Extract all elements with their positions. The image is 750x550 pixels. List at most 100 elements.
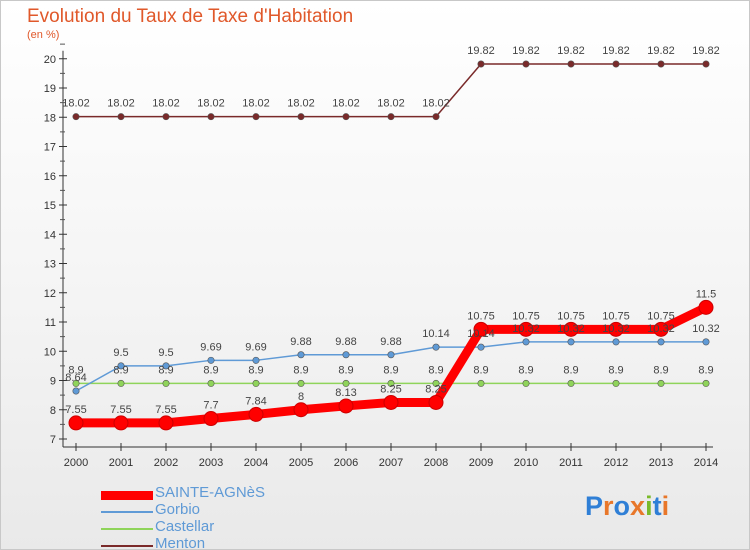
y-tick-label: 10 (44, 346, 56, 358)
data-point (248, 406, 264, 422)
data-point (567, 60, 575, 68)
data-point (113, 415, 129, 431)
data-point (162, 113, 170, 121)
x-tick-label: 2003 (199, 457, 223, 469)
data-label: 7.55 (110, 404, 131, 416)
data-label: 7.55 (155, 404, 176, 416)
data-label: 10.32 (692, 323, 720, 335)
data-point (383, 394, 399, 410)
data-label: 8.9 (428, 364, 443, 376)
data-label: 10.32 (557, 323, 585, 335)
data-point (567, 338, 575, 346)
data-point (252, 379, 260, 387)
x-tick-label: 2007 (379, 457, 403, 469)
data-label: 19.82 (467, 45, 495, 57)
data-label: 9.88 (380, 336, 401, 348)
data-label: 18.02 (62, 98, 90, 110)
legend-label: Gorbio (155, 501, 201, 518)
data-point (72, 387, 80, 395)
data-point (158, 415, 174, 431)
data-label: 8.9 (248, 364, 263, 376)
data-point (432, 113, 440, 121)
data-label: 18.02 (377, 98, 405, 110)
data-point (657, 338, 665, 346)
data-label: 18.02 (107, 98, 135, 110)
y-tick-label: 11 (45, 317, 56, 329)
data-label: 10.75 (602, 310, 630, 322)
data-point (387, 113, 395, 121)
y-tick-label: 20 (44, 54, 56, 66)
data-label: 8.9 (698, 364, 713, 376)
data-point (162, 362, 170, 370)
data-label: 10.75 (512, 310, 540, 322)
data-label: 10.14 (422, 328, 450, 340)
data-label: 8.9 (563, 364, 578, 376)
data-label: 8.9 (158, 364, 173, 376)
data-point (522, 338, 530, 346)
data-label: 10.14 (467, 328, 495, 340)
y-tick-label: 12 (44, 288, 56, 300)
data-label: 8.9 (293, 364, 308, 376)
data-label: 18.02 (422, 98, 450, 110)
data-point (297, 113, 305, 121)
y-tick-label: 17 (44, 142, 56, 154)
data-point (387, 351, 395, 359)
data-point (477, 60, 485, 68)
legend-swatch (101, 528, 153, 530)
data-point (117, 379, 125, 387)
data-point (342, 113, 350, 121)
x-tick-label: 2009 (469, 457, 493, 469)
legend-swatch (101, 490, 153, 500)
data-label: 18.02 (152, 98, 180, 110)
chart-subtitle: (en %) (27, 29, 60, 41)
data-label: 18.02 (287, 98, 315, 110)
data-label: 8.9 (518, 364, 533, 376)
data-label: 8.9 (383, 364, 398, 376)
chart-title: Evolution du Taux de Taxe d'Habitation (27, 6, 354, 27)
data-label: 19.82 (557, 45, 585, 57)
data-point (522, 379, 530, 387)
data-label: 18.02 (242, 98, 270, 110)
x-tick-label: 2004 (244, 457, 268, 469)
data-point (608, 321, 624, 337)
data-label: 9.69 (245, 341, 266, 353)
data-label: 9.88 (290, 336, 311, 348)
data-label: 10.32 (647, 323, 675, 335)
x-tick-label: 2000 (64, 457, 88, 469)
data-label: 8.9 (473, 364, 488, 376)
data-point (117, 113, 125, 121)
data-label: 10.75 (467, 310, 495, 322)
data-point (162, 379, 170, 387)
data-point (612, 379, 620, 387)
x-tick-label: 2010 (514, 457, 538, 469)
y-tick-label: 15 (44, 200, 56, 212)
data-point (297, 379, 305, 387)
data-label: 19.82 (692, 45, 720, 57)
data-label: 10.32 (602, 323, 630, 335)
data-label: 9.5 (113, 347, 128, 359)
data-point (653, 321, 669, 337)
data-label: 8.64 (65, 372, 86, 384)
data-point (612, 338, 620, 346)
data-point (252, 113, 260, 121)
data-point (657, 379, 665, 387)
data-label: 7.7 (203, 400, 218, 412)
legend-label: SAINTE-AGNèS (155, 484, 266, 501)
data-point (477, 343, 485, 351)
data-point (293, 402, 309, 418)
data-point (342, 351, 350, 359)
x-tick-label: 2014 (694, 457, 718, 469)
data-label: 7.84 (245, 395, 266, 407)
data-label: 7.55 (65, 404, 86, 416)
data-label: 8.9 (68, 364, 83, 376)
y-tick-label: 13 (44, 259, 56, 271)
data-point (563, 321, 579, 337)
x-tick-label: 2012 (604, 457, 628, 469)
y-tick-label: 14 (44, 229, 56, 241)
data-point (72, 379, 80, 387)
data-label: 10.32 (512, 323, 540, 335)
data-label: 19.82 (647, 45, 675, 57)
data-point (612, 60, 620, 68)
